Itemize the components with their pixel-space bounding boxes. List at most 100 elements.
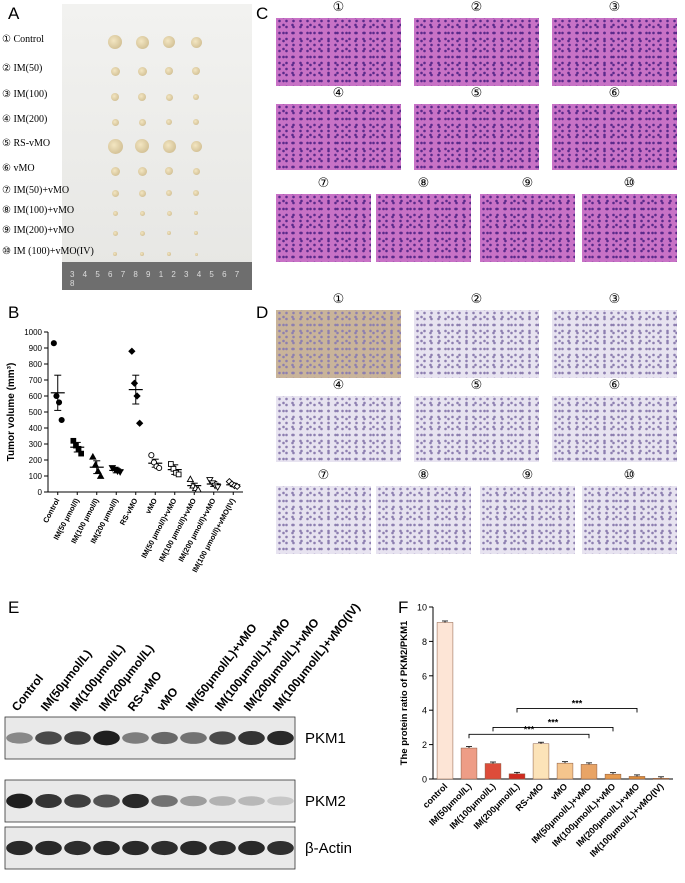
bar (556, 762, 574, 780)
ihc-tile (552, 310, 677, 378)
he-tile-number: ④ (332, 86, 345, 101)
tumor-specimen (190, 140, 202, 152)
x-tick-label: vMO (549, 781, 570, 802)
significance-bracket (516, 708, 638, 713)
blot-band (151, 840, 178, 856)
tumor-specimen (140, 252, 144, 256)
group-label: ① Control (2, 34, 45, 45)
ihc-tile-number: ⑥ (608, 378, 621, 393)
data-point (133, 392, 141, 400)
bar (532, 743, 550, 780)
x-tick-label: Control (41, 497, 61, 525)
bar (604, 773, 622, 780)
y-tick-label: 300 (29, 440, 43, 449)
y-tick-label: 8 (422, 637, 427, 647)
he-tile (414, 18, 539, 86)
group-label: ④ IM(200) (2, 114, 48, 125)
blot-band (209, 796, 236, 806)
tumor-specimen (165, 67, 173, 75)
blot-band (267, 796, 294, 806)
data-point (148, 452, 155, 459)
data-point (91, 460, 100, 468)
data-point (175, 471, 182, 478)
group-label: ⑦ IM(50)+vMO (2, 185, 70, 196)
data-point (53, 392, 60, 400)
tumor-specimen (110, 166, 120, 176)
he-tile-number: ⑤ (470, 86, 483, 101)
y-tick-label: 10 (417, 603, 427, 613)
he-tile-number: ⑦ (317, 176, 330, 191)
bar (436, 622, 454, 780)
data-point (94, 467, 102, 475)
he-tile-number: ② (470, 0, 483, 15)
he-tile (276, 18, 401, 86)
tumor-specimen (167, 231, 171, 235)
data-point (58, 416, 65, 424)
blot-band (6, 840, 33, 856)
tumor-specimen (113, 252, 117, 256)
tumor-specimen (111, 118, 119, 126)
x-tick-label: vMO (143, 497, 159, 516)
he-tile-number: ⑩ (623, 176, 636, 191)
tumor-specimen (193, 119, 199, 125)
tumor-specimen (111, 93, 119, 101)
panel-letter-b: B (8, 303, 20, 322)
blot-band (238, 731, 265, 745)
data-point (194, 485, 202, 493)
ihc-tile-number: ⑨ (521, 468, 534, 483)
tumor-specimen (190, 36, 202, 48)
y-tick-label: 700 (29, 376, 43, 385)
tumor-photo: 3 4 5 6 7 8 9 1 2 3 4 5 6 7 8 (62, 4, 252, 290)
y-tick-label: 900 (29, 344, 43, 353)
tumor-specimen (167, 252, 171, 256)
y-axis-label: Tumor volume (mm³) (6, 363, 17, 462)
y-tick-label: 400 (29, 424, 43, 433)
data-point (136, 419, 144, 427)
data-point (128, 347, 136, 355)
data-point (130, 379, 139, 387)
tumor-specimen (193, 94, 199, 100)
tumor-specimen (108, 35, 122, 49)
blot-band (267, 730, 294, 746)
blot-band (93, 730, 120, 746)
x-tick-label: RS-vMO (118, 497, 140, 527)
blot-band (35, 840, 62, 856)
panel-letter-f: F (398, 598, 409, 617)
tumor-specimen (138, 189, 146, 197)
panel-letter-d: D (256, 303, 269, 322)
tumor-specimen (137, 66, 147, 76)
he-tile-number: ① (332, 0, 345, 15)
panel-letter-a: A (8, 4, 20, 23)
he-tile-number: ⑨ (521, 176, 534, 191)
tumor-specimen (139, 210, 145, 216)
blot-protein-label: PKM1 (305, 730, 346, 747)
y-tick-label: 800 (29, 360, 43, 369)
blot-protein-label: PKM2 (305, 793, 346, 810)
data-point (50, 340, 57, 347)
blot-band (209, 731, 236, 745)
y-tick-label: 0 (422, 775, 427, 785)
ihc-tile-number: ⑦ (317, 468, 330, 483)
blot-band (93, 794, 120, 808)
blot-protein-label: β-Actin (305, 840, 352, 857)
panel-letter-e: E (8, 598, 20, 617)
bar (484, 763, 502, 780)
blot-band (122, 793, 149, 809)
bar (628, 776, 646, 780)
blot-band (180, 840, 207, 856)
y-tick-label: 6 (422, 671, 427, 681)
tumor-specimen (163, 36, 175, 48)
blot-band (209, 840, 236, 856)
data-point (96, 472, 105, 479)
group-label: ② IM(50) (2, 63, 43, 74)
blot-band (35, 794, 62, 808)
blot-band (238, 796, 265, 806)
he-tile-number: ⑧ (417, 176, 430, 191)
tumor-specimen (112, 210, 118, 216)
ihc-tile-number: ⑩ (623, 468, 636, 483)
blot-band (267, 840, 294, 856)
he-tile (276, 194, 371, 262)
y-axis-label: The protein ratio of PKM2/PKM1 (399, 620, 410, 765)
significance-label: *** (524, 724, 535, 734)
significance-bracket (468, 733, 590, 739)
